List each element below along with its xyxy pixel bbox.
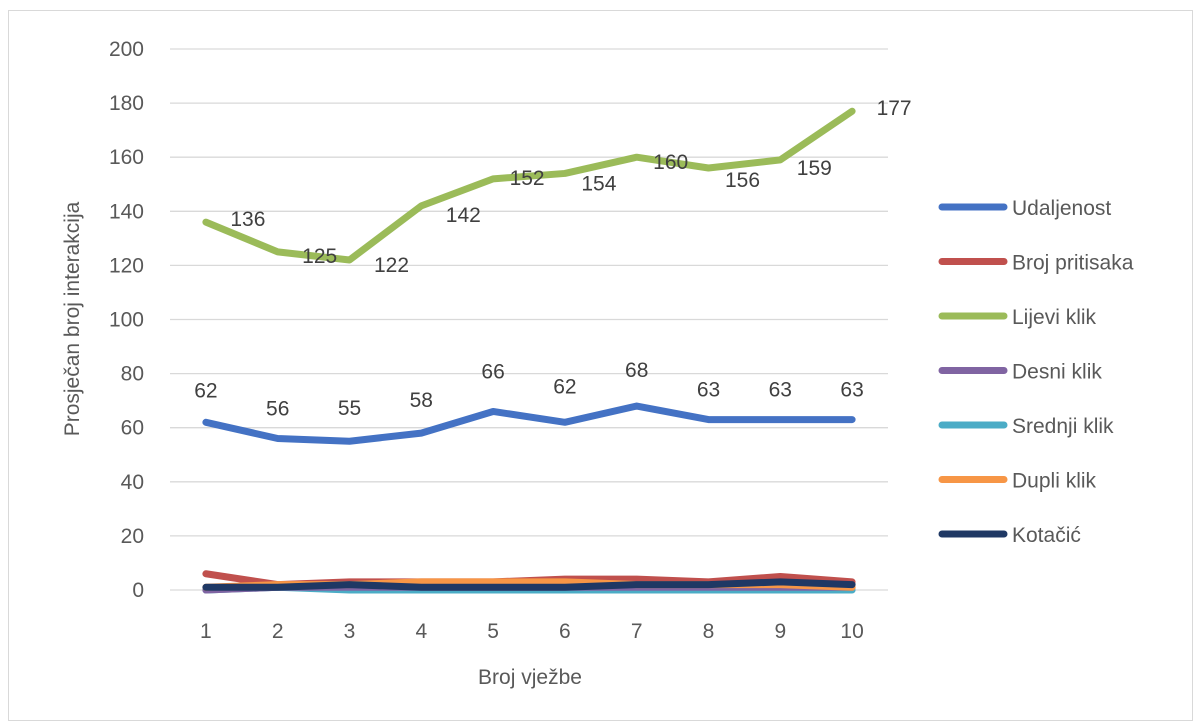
x-tick-label: 1 — [200, 620, 212, 643]
data-labels: 62 56 55 58 66 62 68 63 63 63 136 125 122 142 152 154 16… — [194, 97, 911, 420]
y-tick-label: 0 — [132, 579, 144, 602]
y-tick-label: 180 — [109, 92, 144, 115]
legend-label: Udaljenost — [1012, 197, 1111, 220]
x-tick-label: 10 — [840, 620, 863, 643]
x-tick-label: 6 — [559, 620, 571, 643]
legend-label: Dupli klik — [1012, 470, 1097, 493]
x-tick-label: 3 — [344, 620, 356, 643]
y-tick-label: 20 — [121, 525, 144, 548]
data-label: 55 — [338, 397, 361, 420]
y-tick-label: 160 — [109, 146, 144, 169]
data-label: 56 — [266, 398, 289, 421]
chart-frame — [8, 10, 1193, 721]
x-tick-label: 5 — [487, 620, 499, 643]
data-label: 66 — [481, 360, 504, 383]
series-lines — [202, 107, 856, 594]
x-tick-label: 7 — [631, 620, 643, 643]
data-label: 58 — [410, 389, 433, 412]
series-line-lijevi-klik — [202, 107, 856, 264]
data-label: 136 — [230, 208, 265, 231]
legend: Udaljenost Broj pritisaka Lijevi klik Desni… — [938, 197, 1134, 547]
data-label: 63 — [769, 379, 792, 402]
data-label: 62 — [553, 375, 576, 398]
x-axis-title: Broj vježbe — [478, 666, 582, 689]
y-tick-label: 120 — [109, 254, 144, 277]
y-tick-label: 60 — [121, 417, 144, 440]
data-label: 152 — [510, 167, 545, 190]
data-label: 63 — [840, 379, 863, 402]
series-line-udaljenost — [202, 402, 856, 445]
y-tick-label: 80 — [121, 363, 144, 386]
data-label: 142 — [446, 204, 481, 227]
data-label: 154 — [581, 172, 616, 195]
legend-label: Kotačić — [1012, 524, 1081, 547]
x-tick-label: 4 — [415, 620, 427, 643]
x-axis-ticks: 1 2 3 4 5 6 7 8 9 10 — [200, 620, 864, 643]
data-label: 63 — [697, 379, 720, 402]
y-tick-label: 140 — [109, 200, 144, 223]
y-axis-ticks: 0 20 40 60 80 100 120 140 160 180 200 — [109, 38, 144, 602]
data-label: 68 — [625, 359, 648, 382]
y-tick-label: 200 — [109, 38, 144, 61]
x-tick-label: 2 — [272, 620, 284, 643]
y-tick-label: 100 — [109, 309, 144, 332]
gridlines — [170, 48, 888, 591]
data-label: 156 — [725, 169, 760, 192]
legend-label: Desni klik — [1012, 361, 1102, 384]
x-tick-label: 8 — [703, 620, 715, 643]
legend-label: Lijevi klik — [1012, 306, 1097, 329]
data-label: 160 — [653, 151, 688, 174]
x-tick-label: 9 — [774, 620, 786, 643]
legend-label: Broj pritisaka — [1012, 252, 1134, 275]
data-label: 122 — [374, 254, 409, 277]
legend-label: Srednji klik — [1012, 415, 1114, 438]
data-label: 177 — [877, 97, 912, 120]
series-line-kota-i- — [202, 578, 856, 591]
y-axis-title: Prosječan broj interakcija — [61, 201, 84, 436]
y-tick-label: 40 — [121, 471, 144, 494]
data-label: 125 — [302, 245, 337, 268]
data-label: 159 — [797, 157, 832, 180]
data-label: 62 — [194, 379, 217, 402]
